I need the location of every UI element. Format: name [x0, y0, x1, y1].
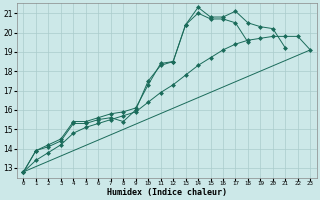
- X-axis label: Humidex (Indice chaleur): Humidex (Indice chaleur): [107, 188, 227, 197]
